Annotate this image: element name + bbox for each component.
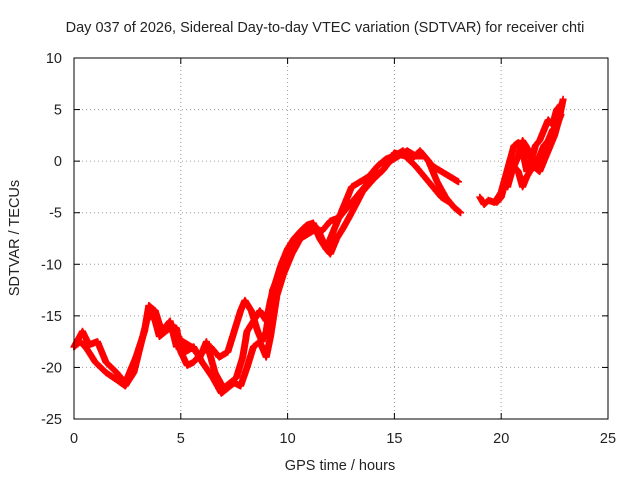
grid-lines xyxy=(74,58,608,419)
x-tick-label: 0 xyxy=(70,431,78,447)
series-track-c xyxy=(175,149,454,397)
x-axis-label: GPS time / hours xyxy=(285,458,395,474)
data-point-track xyxy=(504,95,567,191)
chart-title: Day 037 of 2026, Sidereal Day-to-day VTE… xyxy=(66,20,585,36)
y-tick-label: -5 xyxy=(49,206,62,222)
x-tick-label: 20 xyxy=(493,431,509,447)
x-tick-label: 5 xyxy=(177,431,185,447)
y-tick-label: 10 xyxy=(46,51,62,67)
series-track-f xyxy=(504,95,567,191)
y-axis-label: SDTVAR / TECUs xyxy=(7,180,23,296)
y-tick-label: 5 xyxy=(54,103,62,119)
y-tick-label: -20 xyxy=(41,360,62,376)
axis-ticks xyxy=(73,57,609,420)
x-tick-labels: 0 5 10 15 20 25 xyxy=(70,431,616,447)
y-tick-label: -10 xyxy=(41,257,62,273)
data-points xyxy=(70,95,567,397)
x-tick-label: 25 xyxy=(600,431,616,447)
plot-frame xyxy=(73,57,609,420)
y-tick-label: -25 xyxy=(41,412,62,428)
y-tick-labels: -25 -20 -15 -10 -5 0 5 10 xyxy=(41,51,62,428)
y-tick-label: -15 xyxy=(41,309,62,325)
data-point-track xyxy=(175,149,454,397)
y-tick-label: 0 xyxy=(54,154,62,170)
x-tick-label: 15 xyxy=(386,431,402,447)
x-tick-label: 10 xyxy=(280,431,296,447)
